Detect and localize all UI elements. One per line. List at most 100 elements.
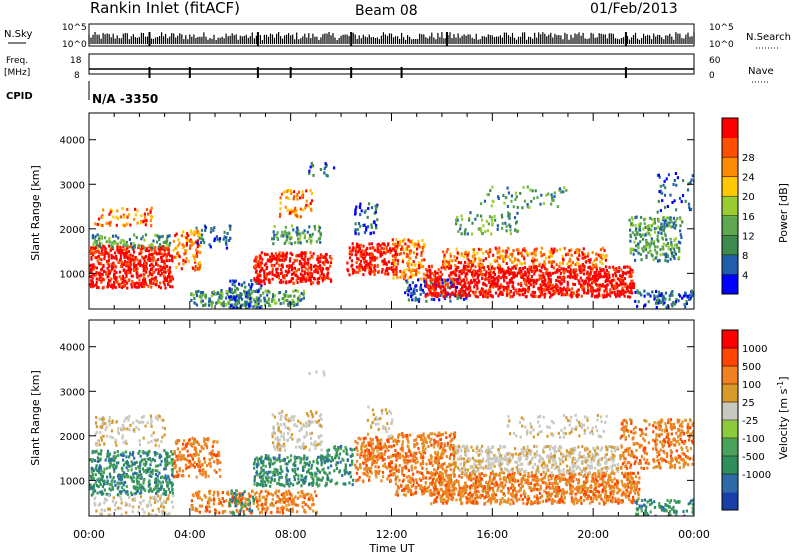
range-gate-cell (440, 266, 443, 270)
range-gate-cell (200, 446, 203, 449)
range-gate-cell (272, 242, 275, 246)
range-gate-cell (553, 195, 556, 199)
range-gate-cell (653, 245, 657, 249)
range-gate-cell (208, 243, 211, 247)
range-gate-cell (276, 267, 279, 271)
range-gate-cell (117, 427, 120, 430)
range-gate-cell (516, 205, 519, 209)
range-gate-cell (201, 291, 205, 294)
range-gate-cell (141, 507, 144, 511)
range-gate-cell (613, 290, 616, 294)
range-gate-cell (115, 257, 118, 261)
range-gate-cell (211, 449, 214, 453)
range-gate-cell (254, 289, 257, 293)
range-gate-cell (365, 252, 368, 256)
range-gate-cell (436, 278, 440, 282)
range-gate-cell (96, 469, 99, 473)
range-gate-cell (601, 293, 604, 297)
range-gate-cell (355, 205, 358, 209)
range-gate-cell (223, 235, 226, 239)
range-gate-cell (270, 252, 273, 256)
range-gate-cell (589, 265, 592, 269)
range-gate-cell (430, 276, 433, 280)
range-gate-cell (459, 288, 462, 292)
range-gate-cell (476, 269, 479, 273)
range-gate-cell (381, 267, 384, 271)
range-gate-cell (579, 276, 582, 280)
range-gate-cell (263, 297, 266, 301)
range-gate-cell (487, 292, 490, 296)
range-gate-cell (546, 272, 549, 276)
range-gate-cell (491, 185, 494, 189)
range-gate-cell (644, 248, 648, 252)
range-gate-cell (629, 251, 632, 255)
range-gate-cell (126, 271, 129, 275)
range-gate-cell (122, 483, 125, 487)
range-gate-cell (441, 273, 444, 277)
range-gate-cell (488, 286, 492, 290)
range-gate-cell (233, 307, 237, 309)
range-gate-cell (455, 268, 458, 272)
range-gate-cell (248, 499, 251, 503)
range-gate-cell (113, 269, 116, 273)
range-gate-cell (498, 268, 501, 271)
range-gate-cell (282, 259, 286, 263)
range-gate-cell (273, 233, 276, 237)
range-gate-cell (484, 277, 487, 281)
range-gate-cell (591, 251, 594, 254)
range-gate-cell (280, 268, 283, 272)
range-gate-cell (302, 296, 305, 300)
range-gate-cell (563, 271, 566, 275)
range-gate-cell (419, 283, 423, 287)
range-gate-cell (637, 300, 640, 304)
range-gate-cell (125, 450, 128, 454)
range-gate-cell (401, 258, 405, 262)
range-gate-cell (296, 197, 299, 201)
range-gate-cell (200, 299, 203, 303)
range-gate-cell (291, 266, 294, 270)
range-gate-cell (422, 248, 425, 252)
range-gate-cell (510, 277, 513, 280)
range-gate-cell (247, 283, 251, 287)
range-gate-cell (308, 169, 311, 173)
range-gate-cell (283, 241, 286, 245)
range-gate-cell (645, 240, 648, 244)
range-gate-cell (133, 217, 136, 221)
range-gate-cell (229, 295, 232, 299)
range-gate-cell (168, 490, 172, 494)
range-gate-cell (184, 260, 187, 264)
range-gate-cell (566, 262, 569, 266)
range-gate-cell (171, 473, 174, 477)
range-gate-cell (166, 276, 169, 280)
range-gate-cell (374, 257, 377, 261)
range-gate-cell (271, 277, 274, 281)
range-gate-cell (121, 281, 124, 284)
range-gate-cell (164, 490, 168, 494)
range-gate-cell (638, 291, 641, 295)
range-gate-cell (587, 258, 590, 262)
range-gate-cell (193, 256, 196, 259)
range-gate-cell (542, 287, 545, 291)
range-gate-cell (597, 283, 600, 287)
range-gate-cell (491, 271, 494, 275)
range-gate-cell (671, 254, 674, 258)
range-gate-cell (657, 173, 660, 177)
range-gate-cell (659, 209, 662, 213)
range-gate-cell (570, 291, 573, 295)
freq-tick-top: 18 (70, 56, 82, 66)
range-gate-cell (286, 231, 289, 235)
range-gate-cell (519, 261, 522, 265)
range-gate-cell (502, 288, 505, 292)
range-gate-cell (453, 270, 456, 273)
range-gate-cell (317, 267, 320, 270)
range-gate-cell (494, 291, 498, 295)
range-gate-cell (117, 506, 120, 510)
range-gate-cell (287, 269, 290, 273)
range-gate-cell (148, 270, 151, 274)
range-gate-cell (113, 242, 116, 246)
range-gate-cell (137, 510, 140, 514)
range-gate-cell (360, 209, 363, 213)
range-gate-cell (582, 272, 586, 276)
range-gate-cell (613, 278, 616, 282)
range-gate-cell (296, 281, 299, 284)
